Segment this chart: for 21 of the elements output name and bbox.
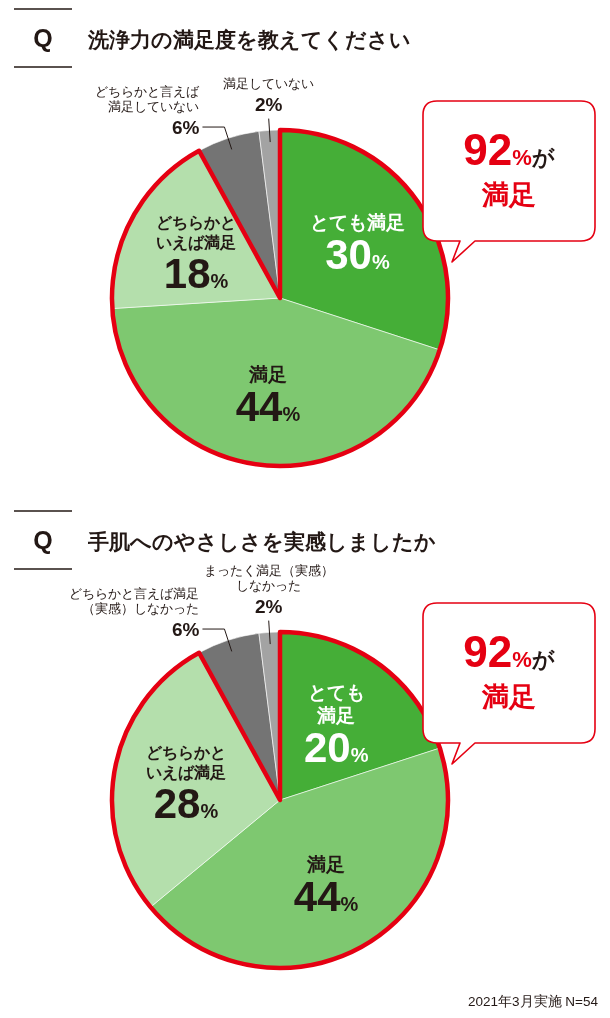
slice-label: どちらかといえば満足 bbox=[156, 213, 237, 251]
chart-title: Q 手肌へのやさしさを実感しましたか bbox=[33, 526, 436, 554]
chart-title: Q 洗浄力の満足度を教えてください bbox=[33, 24, 411, 52]
slice-label: 満足 bbox=[307, 854, 346, 876]
data-label: 6% bbox=[172, 619, 200, 641]
callout-label: 92%が満足 bbox=[463, 627, 555, 712]
callout-label: 92%が満足 bbox=[463, 125, 555, 210]
slice-label: とても満足 bbox=[309, 212, 405, 234]
annotation: 2021年3月実施 N=54 bbox=[468, 994, 598, 1009]
slice-label: 満足 bbox=[249, 363, 287, 385]
slice-label: どちらかといえば満足 bbox=[145, 744, 226, 782]
data-label: 28% bbox=[153, 780, 219, 828]
slice-label: とても満足 bbox=[307, 681, 365, 726]
data-label: 44% bbox=[293, 873, 359, 921]
data-label: 6% bbox=[172, 117, 200, 139]
slice-label: 満足していない bbox=[223, 76, 315, 91]
slice-label: どちらかと言えば満足していない bbox=[95, 85, 200, 115]
slice-label: まったく満足（実感）しなかった bbox=[203, 563, 334, 593]
slice-label: どちらかと言えば満足（実感）しなかった bbox=[69, 587, 200, 617]
data-label: 2% bbox=[255, 93, 283, 115]
data-label: 2% bbox=[255, 595, 283, 617]
